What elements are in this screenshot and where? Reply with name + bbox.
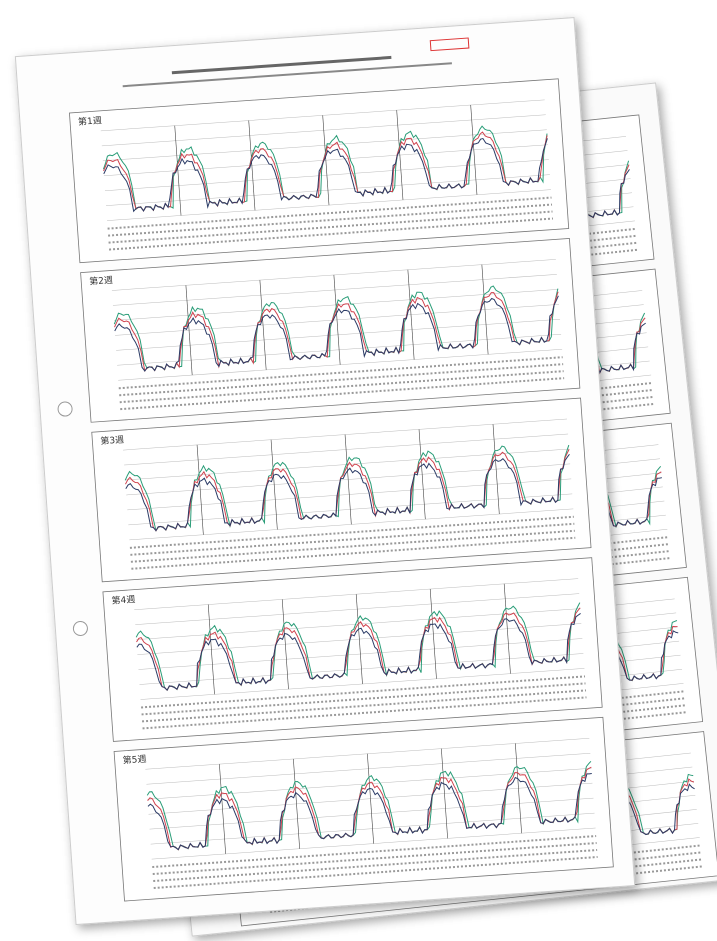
photo: 第1週第2週第3週第4週第5週: [0, 0, 717, 941]
punch-hole: [73, 621, 88, 636]
punch-hole: [58, 402, 73, 417]
